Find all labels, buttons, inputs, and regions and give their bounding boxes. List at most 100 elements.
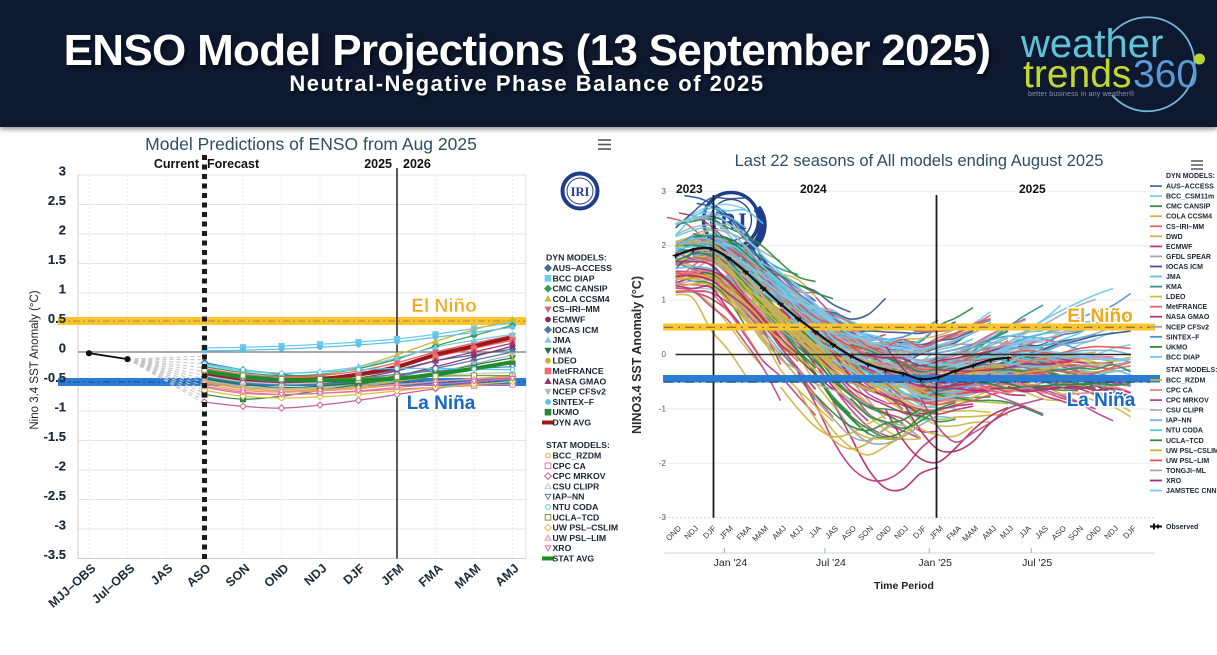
svg-text:-3: -3 bbox=[659, 513, 667, 522]
svg-text:CPC MRKOV: CPC MRKOV bbox=[1166, 398, 1209, 405]
svg-text:OND: OND bbox=[1084, 524, 1103, 543]
svg-text:CPC CA: CPC CA bbox=[553, 461, 587, 471]
svg-text:LDEO: LDEO bbox=[553, 356, 577, 366]
svg-text:DYN AVG: DYN AVG bbox=[553, 418, 592, 428]
svg-text:-3.5: -3.5 bbox=[44, 547, 66, 562]
svg-text:-3.5: -3.5 bbox=[44, 547, 66, 562]
svg-text:IOCAS ICM: IOCAS ICM bbox=[1166, 264, 1203, 271]
svg-text:BCC_RZDM: BCC_RZDM bbox=[1166, 378, 1205, 385]
svg-text:NDJ: NDJ bbox=[893, 524, 910, 541]
svg-text:SINTEX–F: SINTEX–F bbox=[553, 397, 595, 407]
svg-text:Model Predictions of ENSO from: Model Predictions of ENSO from Aug 2025 bbox=[145, 134, 477, 154]
svg-text:0.5: 0.5 bbox=[48, 311, 66, 326]
svg-text:UKMO: UKMO bbox=[553, 407, 580, 417]
svg-text:KMA: KMA bbox=[1166, 284, 1182, 291]
svg-text:2: 2 bbox=[662, 241, 667, 250]
svg-text:ECMWF: ECMWF bbox=[553, 315, 586, 325]
svg-text:XRO: XRO bbox=[553, 543, 572, 553]
svg-text:SON: SON bbox=[856, 524, 875, 543]
svg-text:CMC CANSIP: CMC CANSIP bbox=[553, 284, 608, 294]
svg-text:trends: trends bbox=[1023, 53, 1131, 96]
svg-text:OND: OND bbox=[874, 524, 893, 543]
svg-text:ASO: ASO bbox=[184, 561, 214, 590]
svg-text:JAMSTEC CNN: JAMSTEC CNN bbox=[1166, 488, 1217, 495]
svg-text:UW PSL–CSLIM: UW PSL–CSLIM bbox=[1166, 448, 1217, 455]
svg-text:UKMO: UKMO bbox=[1166, 344, 1188, 351]
svg-text:MJJ–OBS: MJJ–OBS bbox=[46, 561, 99, 610]
svg-text:-3: -3 bbox=[54, 518, 66, 533]
svg-text:Forecast: Forecast bbox=[207, 157, 260, 171]
svg-text:JAS: JAS bbox=[148, 561, 175, 588]
svg-text:GFDL SPEAR: GFDL SPEAR bbox=[1166, 254, 1211, 261]
svg-text:JJA: JJA bbox=[1017, 523, 1033, 539]
svg-text:STAT MODELS:: STAT MODELS: bbox=[546, 440, 610, 450]
svg-text:DJF: DJF bbox=[341, 561, 368, 587]
svg-text:MJJ: MJJ bbox=[998, 524, 1015, 541]
svg-text:IAP–NN: IAP–NN bbox=[1166, 418, 1192, 425]
svg-text:CSU CLIPR: CSU CLIPR bbox=[553, 481, 601, 491]
svg-text:La Niña: La Niña bbox=[407, 393, 476, 414]
svg-text:NTU CODA: NTU CODA bbox=[553, 502, 600, 512]
svg-text:NASA GMAO: NASA GMAO bbox=[1166, 314, 1210, 321]
svg-text:1: 1 bbox=[59, 282, 66, 297]
svg-text:CPC MRKOV: CPC MRKOV bbox=[553, 471, 606, 481]
svg-text:Current: Current bbox=[154, 157, 200, 171]
svg-text:360: 360 bbox=[1133, 53, 1198, 96]
svg-text:El Niño: El Niño bbox=[411, 296, 476, 317]
svg-text:CMC CANSIP: CMC CANSIP bbox=[1166, 204, 1211, 211]
svg-text:BCC DIAP: BCC DIAP bbox=[1166, 354, 1200, 361]
svg-text:DYN MODELS:: DYN MODELS: bbox=[1166, 173, 1215, 180]
svg-text:-1.5: -1.5 bbox=[44, 429, 66, 444]
svg-text:-2.5: -2.5 bbox=[44, 488, 66, 503]
svg-text:FMA: FMA bbox=[416, 561, 445, 590]
svg-text:better business in any weather: better business in any weather® bbox=[1028, 90, 1135, 98]
svg-text:La Niña: La Niña bbox=[1067, 390, 1136, 411]
svg-text:NASA GMAO: NASA GMAO bbox=[553, 376, 607, 386]
svg-text:0: 0 bbox=[59, 341, 66, 356]
svg-text:SINTEX–F: SINTEX–F bbox=[1166, 334, 1200, 341]
svg-text:-1.5: -1.5 bbox=[44, 429, 66, 444]
svg-text:1: 1 bbox=[662, 296, 667, 305]
svg-text:3: 3 bbox=[59, 164, 66, 179]
svg-text:UCLA–TCD: UCLA–TCD bbox=[1166, 438, 1204, 445]
svg-text:-2: -2 bbox=[54, 459, 66, 474]
svg-text:NCEP CFSv2: NCEP CFSv2 bbox=[553, 387, 607, 397]
svg-text:-1: -1 bbox=[54, 400, 66, 415]
svg-text:CS–IRI–MM: CS–IRI–MM bbox=[1166, 224, 1204, 231]
svg-text:NINO3.4 SST Anomaly (°C): NINO3.4 SST Anomaly (°C) bbox=[630, 276, 644, 434]
svg-text:NDJ: NDJ bbox=[302, 561, 330, 588]
svg-text:NCEP CFSv2: NCEP CFSv2 bbox=[1166, 324, 1209, 331]
svg-text:2026: 2026 bbox=[403, 157, 431, 171]
svg-text:DJF: DJF bbox=[701, 524, 718, 541]
svg-text:SON: SON bbox=[223, 561, 253, 590]
svg-text:IOCAS ICM: IOCAS ICM bbox=[553, 325, 599, 335]
svg-text:OND: OND bbox=[664, 524, 683, 543]
svg-text:2025: 2025 bbox=[1019, 182, 1046, 196]
svg-text:AUS–ACCESS: AUS–ACCESS bbox=[553, 263, 613, 273]
svg-text:OND: OND bbox=[262, 561, 292, 590]
svg-text:Last 22 seasons of All models: Last 22 seasons of All models ending Aug… bbox=[735, 152, 1104, 170]
svg-text:weather: weather bbox=[1020, 22, 1163, 66]
svg-text:IAP–NN: IAP–NN bbox=[553, 492, 585, 502]
svg-text:AMJ: AMJ bbox=[980, 524, 998, 542]
svg-text:Jan '25: Jan '25 bbox=[918, 557, 952, 569]
svg-text:2023: 2023 bbox=[676, 182, 703, 196]
svg-text:JMA: JMA bbox=[553, 335, 572, 345]
svg-text:UCLA–TCD: UCLA–TCD bbox=[553, 512, 600, 522]
svg-text:3: 3 bbox=[59, 164, 66, 179]
svg-text:Nino 3.4 SST Anomaly (°C): Nino 3.4 SST Anomaly (°C) bbox=[29, 290, 41, 429]
svg-text:DJF: DJF bbox=[1121, 524, 1138, 541]
svg-text:-1: -1 bbox=[54, 400, 66, 415]
svg-text:ASO: ASO bbox=[840, 524, 858, 542]
svg-text:DYN MODELS:: DYN MODELS: bbox=[546, 253, 607, 263]
svg-text:BCC_CSM11m: BCC_CSM11m bbox=[1166, 194, 1214, 201]
svg-text:MJJ: MJJ bbox=[788, 524, 805, 541]
svg-text:JFM: JFM bbox=[718, 524, 736, 542]
svg-text:2: 2 bbox=[59, 223, 66, 238]
svg-text:0: 0 bbox=[59, 341, 66, 356]
svg-text:AUS–ACCESS: AUS–ACCESS bbox=[1166, 184, 1214, 191]
svg-text:-2: -2 bbox=[659, 459, 667, 468]
svg-text:JAS: JAS bbox=[1033, 524, 1050, 541]
svg-text:2.5: 2.5 bbox=[48, 193, 66, 208]
svg-text:BCC_RZDM: BCC_RZDM bbox=[553, 451, 602, 461]
